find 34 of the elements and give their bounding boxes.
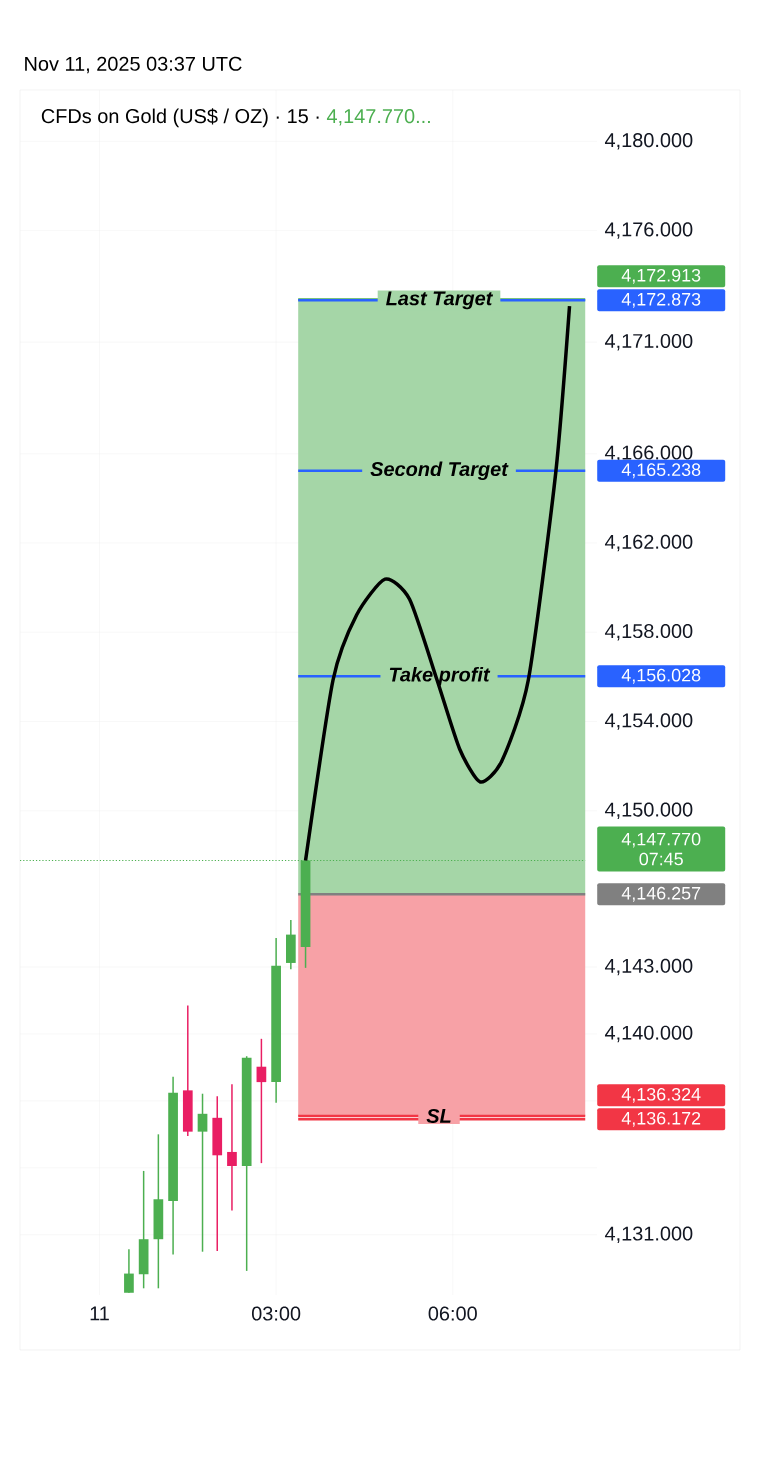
- text: 4,147.770...: [326, 109, 430, 126]
- y-tick-label: 4,176.000: [604, 222, 693, 239]
- annotation: SL: [426, 1108, 451, 1123]
- y-tick-label: 4,140.000: [604, 1025, 693, 1043]
- y-tick-label: 4,158.000: [604, 624, 693, 641]
- ref-line-label: 4,146.257: [621, 886, 701, 902]
- annotation: Take profit: [389, 666, 491, 686]
- annotation: Last Target: [386, 291, 494, 310]
- candlestick: [227, 1083, 237, 1212]
- y-tick-label: 4,171.000: [604, 333, 693, 351]
- text: Nov 11, 2025 03:37 UTC: [25, 56, 242, 74]
- ref-line-label: 4,172.913: [621, 268, 701, 284]
- y-tick-label: 4,143.000: [604, 958, 693, 976]
- ref-line-label: 4,172.873: [621, 292, 701, 308]
- annotation: Second Target: [370, 461, 509, 481]
- x-tick-label: 06:00: [428, 1306, 477, 1321]
- x-tick-label: 11: [90, 1306, 109, 1321]
- y-tick-label: 4,166.000: [604, 445, 693, 462]
- y-tick-label: 4,150.000: [604, 802, 693, 819]
- ref-line-label: 4,136.172: [621, 1111, 701, 1127]
- candlestick: [256, 1038, 267, 1164]
- ref-line-label: 4,156.028: [621, 668, 701, 684]
- text: 07:45: [639, 852, 683, 866]
- ref-line-label: 4,165.238: [621, 463, 701, 479]
- text: CFDs on Gold (US$ / OZ) · 15 ·: [41, 108, 319, 128]
- y-tick-label: 4,162.000: [604, 534, 693, 552]
- candlestick: [124, 1248, 134, 1294]
- ref-line-label: 4,147.770: [621, 832, 701, 848]
- x-tick-label: 03:00: [251, 1306, 301, 1321]
- ref-line-label: 4,136.324: [621, 1087, 701, 1103]
- y-tick-label: 4,131.000: [604, 1226, 693, 1243]
- candlestick: [197, 1092, 208, 1253]
- y-tick-label: 4,154.000: [604, 713, 693, 730]
- y-tick-label: 4,180.000: [604, 133, 693, 150]
